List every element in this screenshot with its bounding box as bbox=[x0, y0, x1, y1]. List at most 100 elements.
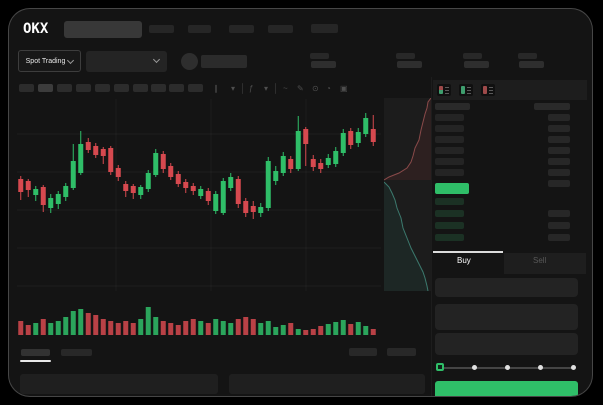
nav-item-2[interactable] bbox=[229, 25, 254, 33]
volume-bar bbox=[370, 329, 376, 335]
timeframe-pill-7[interactable] bbox=[151, 84, 166, 92]
bid-amount-3[interactable] bbox=[548, 234, 570, 241]
volume-bar bbox=[33, 323, 39, 335]
bid-price-0[interactable] bbox=[435, 198, 464, 205]
ask-amount-2[interactable] bbox=[548, 136, 570, 143]
book-asks-icon[interactable] bbox=[481, 84, 495, 96]
stat-value-3 bbox=[519, 61, 544, 68]
bottom-right-pill-1[interactable] bbox=[387, 348, 416, 356]
bid-amount-1[interactable] bbox=[548, 210, 570, 217]
pair-dropdown[interactable] bbox=[86, 51, 167, 72]
candle-body bbox=[153, 153, 159, 175]
candle-body bbox=[93, 146, 99, 155]
candles-icon[interactable]: ∥ bbox=[214, 84, 218, 93]
timeframe-pill-2[interactable] bbox=[57, 84, 72, 92]
line-tool-icon[interactable]: ~ bbox=[283, 84, 288, 93]
candle-body bbox=[288, 159, 294, 169]
volume-bar bbox=[220, 321, 226, 335]
chevron-down-icon[interactable]: ▾ bbox=[231, 84, 236, 93]
candle-body bbox=[190, 186, 196, 191]
candle-body bbox=[78, 144, 84, 173]
book-color-column bbox=[439, 86, 443, 94]
nav-item-1[interactable] bbox=[188, 25, 211, 33]
stat-label-3 bbox=[518, 53, 537, 59]
draw-icon[interactable]: ✎ bbox=[297, 84, 304, 93]
candle-body bbox=[310, 159, 316, 167]
slider-dot-3[interactable] bbox=[538, 365, 543, 370]
depth-panel[interactable] bbox=[384, 98, 431, 291]
timeframe-pill-6[interactable] bbox=[133, 84, 148, 92]
ask-price-0[interactable] bbox=[435, 114, 464, 121]
ask-amount-1[interactable] bbox=[548, 125, 570, 132]
app-window: OKX Spot Trading Buy Se bbox=[8, 8, 593, 397]
nav-item-3[interactable] bbox=[268, 25, 293, 33]
okx-logo[interactable]: OKX bbox=[23, 21, 49, 37]
timeframe-pill-5[interactable] bbox=[114, 84, 129, 92]
nav-item-right[interactable] bbox=[311, 24, 338, 33]
tab-sell[interactable] bbox=[504, 253, 586, 274]
volume-bar bbox=[310, 329, 316, 335]
market-mode-selector[interactable]: Spot Trading bbox=[18, 50, 81, 72]
timeframe-pill-9[interactable] bbox=[188, 84, 203, 92]
nav-item-0[interactable] bbox=[149, 25, 174, 33]
last-price-badge[interactable] bbox=[435, 183, 469, 194]
ask-price-4[interactable] bbox=[435, 158, 464, 165]
timer-icon[interactable]: ◔ bbox=[326, 84, 331, 93]
book-combined-icon[interactable] bbox=[437, 84, 451, 96]
order-total-field[interactable] bbox=[435, 333, 578, 355]
slider-dot-1[interactable] bbox=[472, 365, 477, 370]
ask-amount-5[interactable] bbox=[548, 169, 570, 176]
timeframe-pill-0[interactable] bbox=[19, 84, 34, 92]
candlestick-chart[interactable] bbox=[9, 9, 593, 397]
stat-label-2 bbox=[463, 53, 482, 59]
bottom-tab-0[interactable] bbox=[21, 349, 50, 356]
buy-button[interactable] bbox=[435, 381, 578, 396]
slider-handle[interactable] bbox=[436, 363, 444, 371]
timeframe-pill-3[interactable] bbox=[76, 84, 91, 92]
bottom-panel-right bbox=[229, 374, 425, 394]
volume-bar bbox=[303, 330, 309, 335]
bid-amount-2[interactable] bbox=[548, 222, 570, 229]
ask-amount-last[interactable] bbox=[548, 180, 570, 187]
slider-dot-4[interactable] bbox=[571, 365, 576, 370]
order-amount-field[interactable] bbox=[435, 304, 578, 330]
fullscreen-icon[interactable]: ▣ bbox=[340, 84, 348, 93]
ask-amount-0[interactable] bbox=[548, 114, 570, 121]
ob-col-header-price bbox=[435, 103, 470, 110]
candle-body bbox=[303, 129, 309, 144]
ask-price-2[interactable] bbox=[435, 136, 464, 143]
slider-dot-2[interactable] bbox=[505, 365, 510, 370]
candle-body bbox=[220, 181, 226, 213]
volume-bar bbox=[138, 319, 144, 335]
ask-amount-3[interactable] bbox=[548, 147, 570, 154]
candle-body bbox=[363, 118, 369, 134]
ask-price-5[interactable] bbox=[435, 169, 464, 176]
tab-buy[interactable]: Buy bbox=[457, 256, 471, 265]
search-input[interactable] bbox=[64, 21, 142, 38]
candle-body bbox=[100, 149, 106, 156]
timeframe-pill-4[interactable] bbox=[95, 84, 110, 92]
book-bids-icon[interactable] bbox=[459, 84, 473, 96]
bottom-tab-1[interactable] bbox=[61, 349, 92, 356]
camera-icon[interactable]: ⊙ bbox=[312, 84, 319, 93]
tab-sell-label[interactable]: Sell bbox=[533, 256, 547, 265]
bid-price-3[interactable] bbox=[435, 234, 464, 241]
ask-price-3[interactable] bbox=[435, 147, 464, 154]
ask-price-1[interactable] bbox=[435, 125, 464, 132]
bid-price-2[interactable] bbox=[435, 222, 464, 229]
candle-body bbox=[115, 168, 121, 177]
bottom-right-pill-0[interactable] bbox=[349, 348, 377, 356]
order-price-field[interactable] bbox=[435, 278, 578, 297]
timeframe-pill-8[interactable] bbox=[169, 84, 184, 92]
candle-body bbox=[138, 187, 144, 195]
chevron-down-icon[interactable]: ▾ bbox=[264, 84, 269, 93]
ask-amount-4[interactable] bbox=[548, 158, 570, 165]
candle-body bbox=[348, 131, 354, 145]
volume-bar bbox=[325, 324, 331, 335]
buy-tab-indicator bbox=[433, 251, 503, 253]
bid-price-1[interactable] bbox=[435, 210, 464, 217]
indicator-icon[interactable]: ƒ bbox=[249, 84, 254, 93]
timeframe-pill-1[interactable] bbox=[38, 84, 53, 92]
stat-label-1 bbox=[396, 53, 415, 59]
volume-bar bbox=[273, 327, 279, 335]
